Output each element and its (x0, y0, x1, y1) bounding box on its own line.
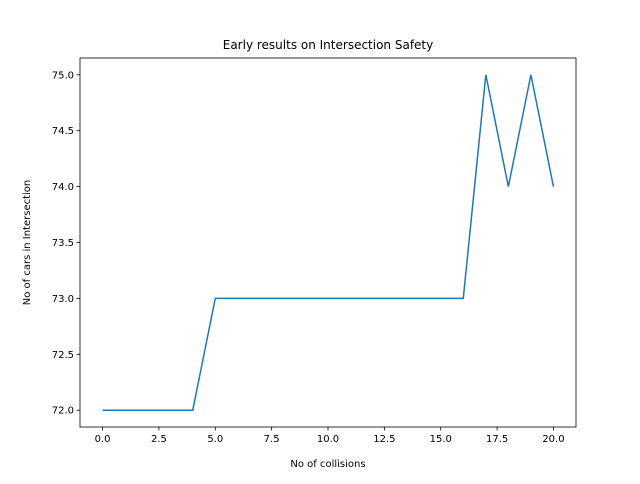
y-tick-label: 72.5 (52, 350, 74, 361)
x-axis-label: No of collisions (290, 459, 365, 470)
x-axis-ticks: 0.0 2.5 5.0 7.5 10.0 12.5 15.0 17.5 20.0 (95, 427, 565, 445)
y-tick-label: 74.5 (52, 126, 74, 137)
series-line-0 (102, 74, 555, 411)
series-layer (102, 74, 555, 411)
y-tick-label: 74.0 (52, 182, 74, 193)
x-tick-label: 0.0 (95, 434, 111, 445)
y-tick-label: 73.5 (52, 238, 74, 249)
chart-title: Early results on Intersection Safety (223, 38, 433, 52)
x-tick-label: 10.0 (317, 434, 339, 445)
x-tick-label: 20.0 (542, 434, 564, 445)
x-tick-label: 12.5 (373, 434, 395, 445)
x-tick-label: 7.5 (264, 434, 280, 445)
x-tick-label: 5.0 (207, 434, 223, 445)
y-tick-label: 72.0 (52, 406, 74, 417)
y-tick-label: 75.0 (52, 70, 74, 81)
y-tick-label: 73.0 (52, 294, 74, 305)
y-axis-label: No of cars in Intersection (22, 180, 33, 306)
x-tick-label: 15.0 (430, 434, 452, 445)
x-tick-label: 17.5 (486, 434, 508, 445)
y-axis-ticks: 72.0 72.5 73.0 73.5 74.0 74.5 75.0 (52, 70, 80, 417)
x-tick-label: 2.5 (151, 434, 167, 445)
